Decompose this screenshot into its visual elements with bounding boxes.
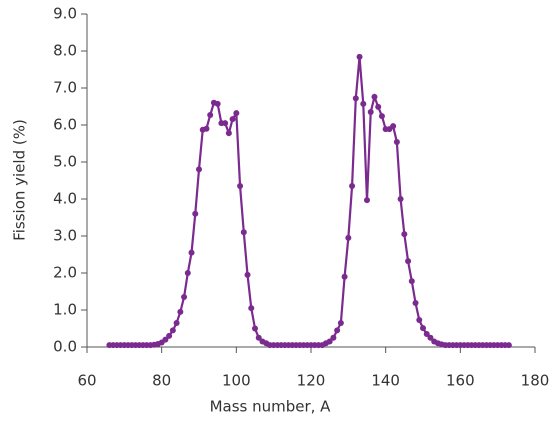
data-point <box>326 338 333 345</box>
data-point <box>222 120 229 127</box>
data-point <box>401 231 408 238</box>
data-point <box>341 273 348 280</box>
y-tick-label: 5.0 <box>53 153 77 171</box>
x-tick-label: 180 <box>521 372 550 390</box>
data-point <box>420 325 426 332</box>
data-point <box>248 305 255 312</box>
y-tick-label: 7.0 <box>53 79 77 97</box>
data-point <box>505 342 512 349</box>
data-point <box>330 334 337 341</box>
y-tick-label: 2.0 <box>53 264 77 282</box>
series-line <box>109 56 509 347</box>
data-point <box>364 197 370 204</box>
data-point <box>405 258 412 265</box>
y-tick-label: 1.0 <box>53 301 77 319</box>
data-point <box>390 123 397 130</box>
data-point <box>173 319 180 326</box>
data-point <box>412 299 419 306</box>
data-point <box>225 130 232 137</box>
data-point <box>162 336 169 343</box>
x-tick-label: 80 <box>152 372 171 390</box>
x-tick-label: 60 <box>77 372 96 390</box>
data-point <box>184 270 191 276</box>
data-point <box>356 53 363 60</box>
data-point <box>393 139 400 146</box>
data-point <box>192 210 199 217</box>
data-point <box>397 196 404 202</box>
y-tick-label: 3.0 <box>53 227 77 245</box>
y-tick-label: 9.0 <box>53 5 77 23</box>
y-tick-label: 6.0 <box>53 116 77 134</box>
data-point <box>203 125 210 132</box>
data-point <box>188 249 195 256</box>
data-point <box>408 278 415 285</box>
y-axis-label: Fission yield (%) <box>11 119 29 241</box>
data-point <box>378 113 385 120</box>
data-point <box>375 103 382 110</box>
data-point <box>360 100 367 107</box>
data-point <box>349 183 356 190</box>
x-tick-label: 100 <box>222 372 251 390</box>
data-point <box>207 112 214 119</box>
data-point <box>252 325 258 332</box>
data-point <box>229 116 236 123</box>
data-point <box>169 327 176 334</box>
data-point <box>423 331 430 338</box>
data-point <box>196 166 202 173</box>
data-point <box>427 334 434 341</box>
data-point <box>233 110 240 117</box>
data-point <box>166 332 173 339</box>
x-tick-label: 140 <box>371 372 400 390</box>
data-point <box>244 271 251 278</box>
data-point <box>240 229 247 236</box>
data-point <box>345 234 352 241</box>
y-tick-label: 8.0 <box>53 42 77 60</box>
data-point <box>367 109 374 116</box>
data-point <box>416 316 423 323</box>
data-point <box>181 294 188 301</box>
x-axis-label: Mass number, A <box>210 398 332 416</box>
data-point <box>255 334 262 341</box>
data-point <box>337 319 344 326</box>
data-point <box>352 95 359 102</box>
data-point <box>237 183 244 190</box>
y-tick-label: 4.0 <box>53 190 77 208</box>
x-tick-label: 120 <box>297 372 326 390</box>
data-point <box>334 327 341 334</box>
x-tick-label: 160 <box>446 372 475 390</box>
y-tick-label: 0.0 <box>53 338 77 356</box>
data-point <box>214 100 221 107</box>
data-point <box>371 93 378 100</box>
data-point <box>177 308 184 315</box>
